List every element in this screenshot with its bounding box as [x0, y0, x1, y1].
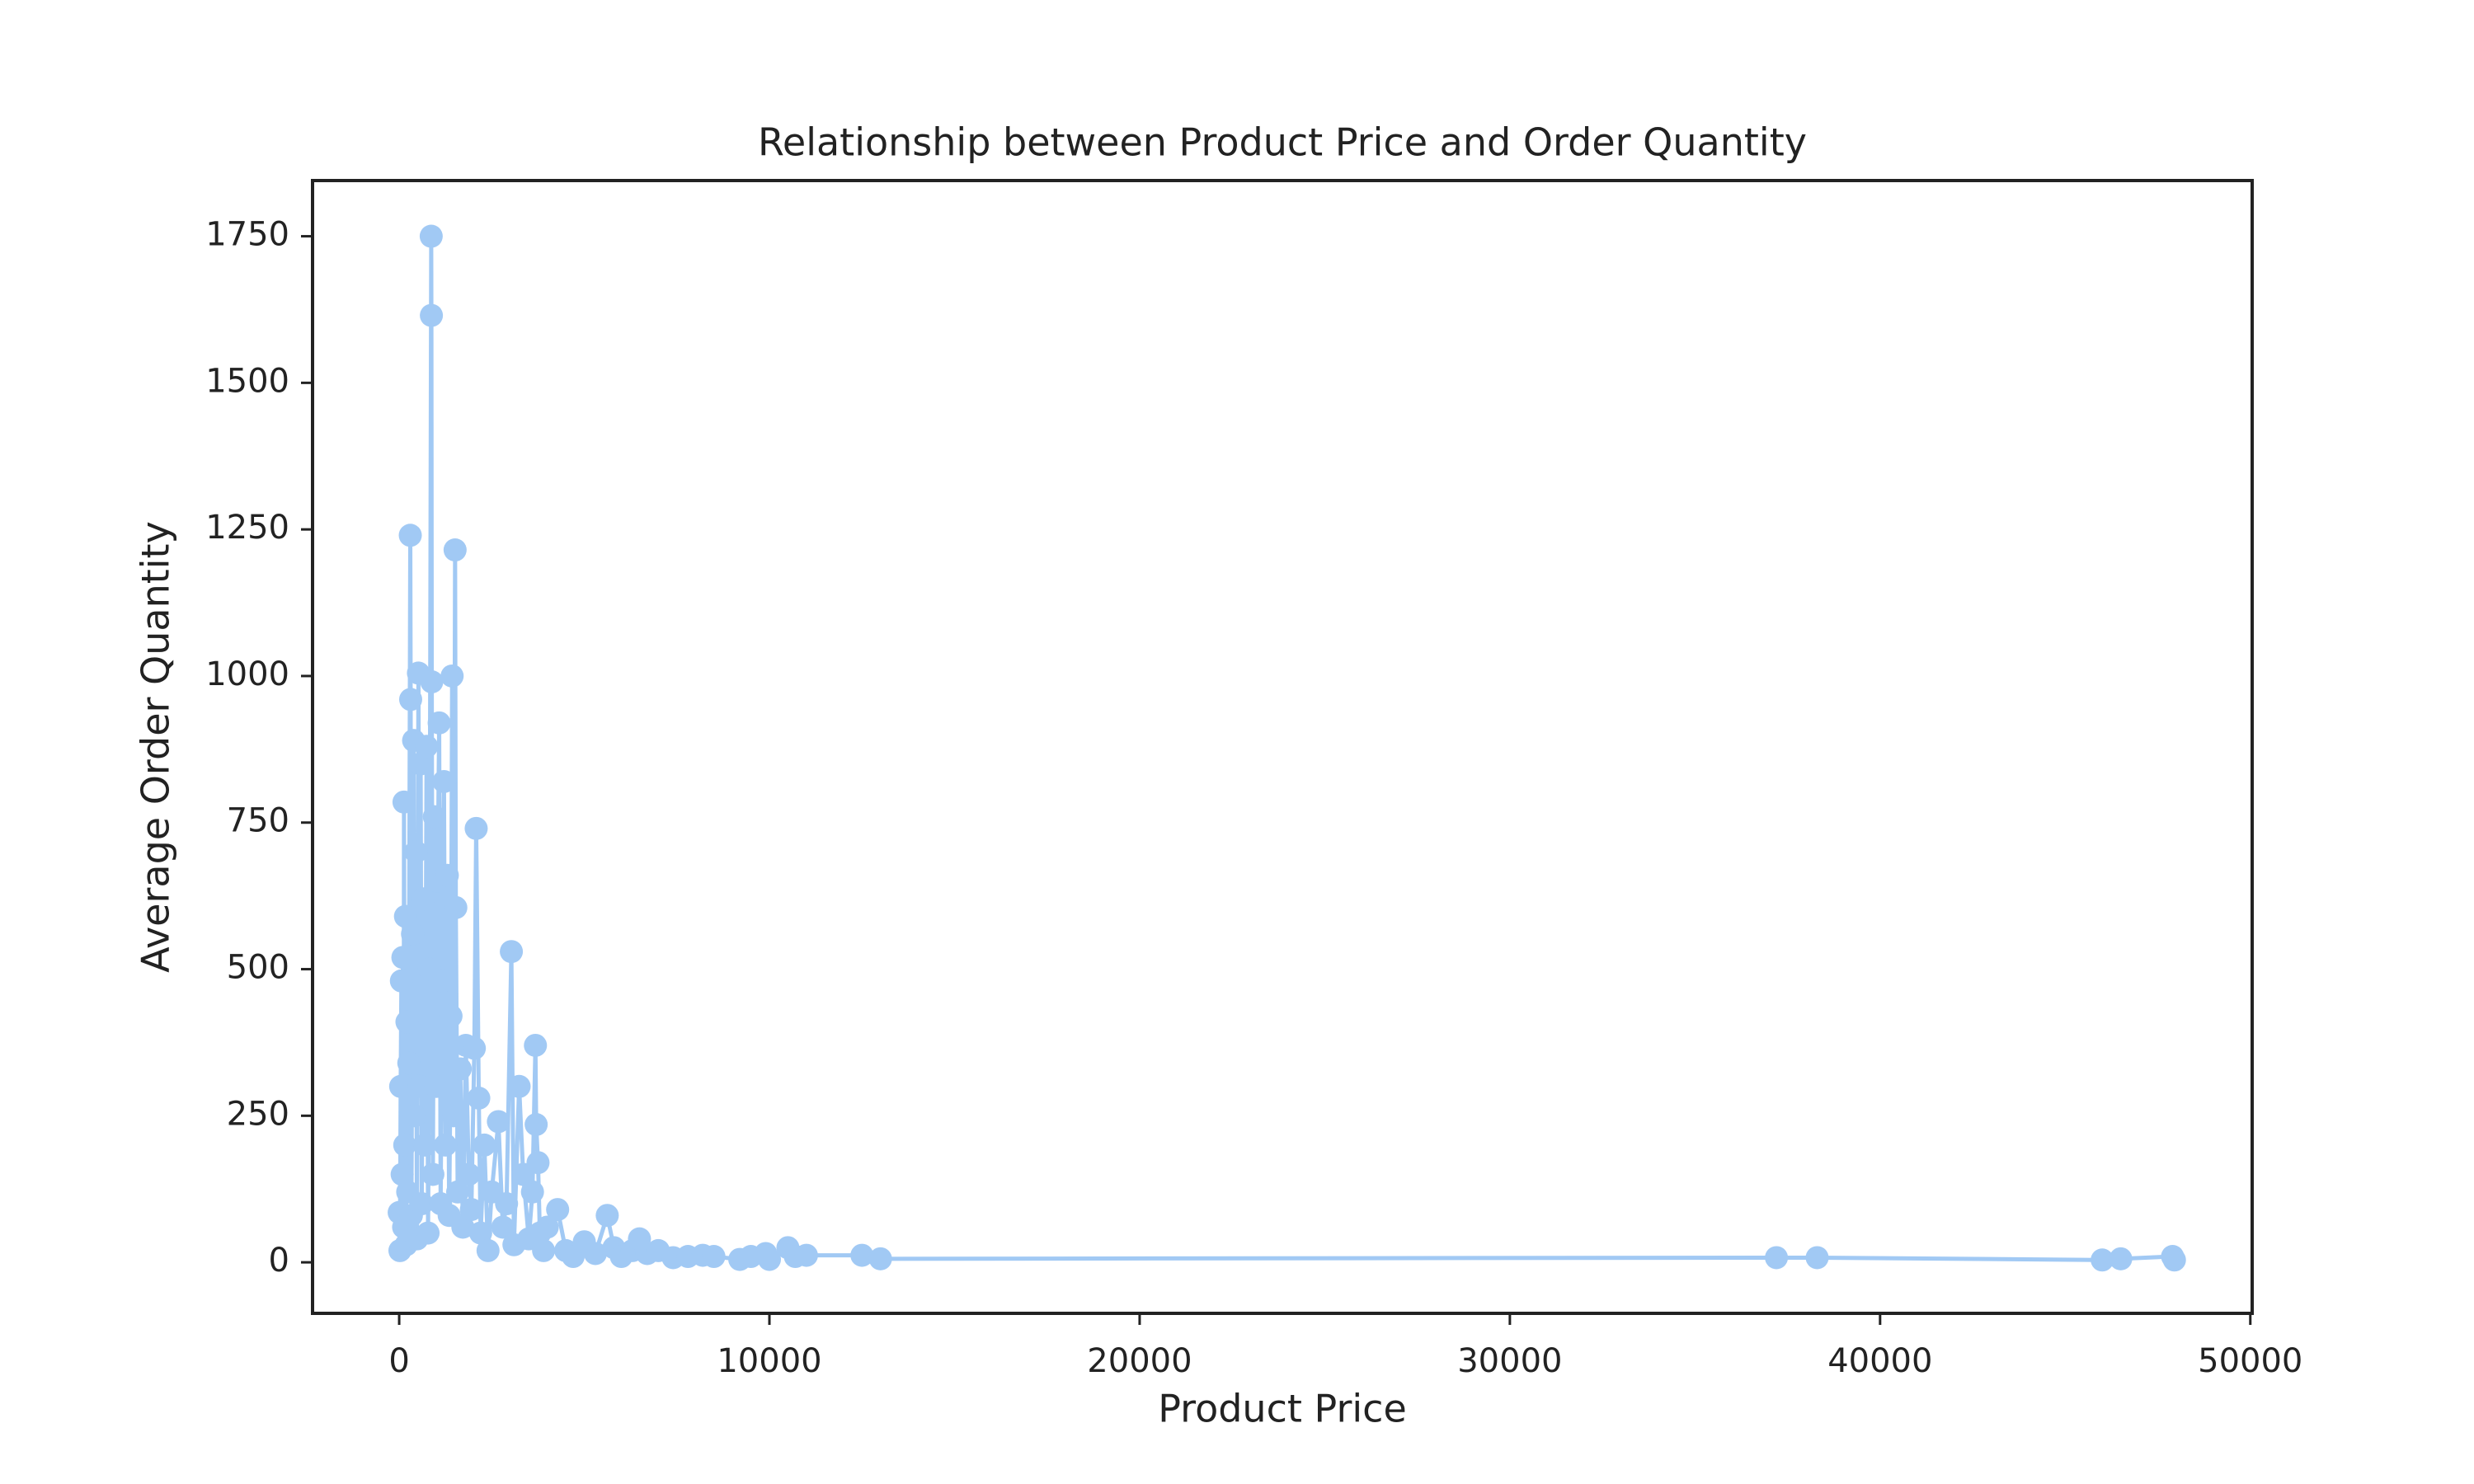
x-tick-label: 10000 — [717, 1342, 821, 1380]
data-point — [397, 1051, 421, 1075]
data-point — [595, 1204, 619, 1228]
data-point — [440, 664, 464, 688]
data-point — [491, 1215, 515, 1239]
data-point — [412, 887, 435, 911]
x-tick-label: 40000 — [1827, 1342, 1932, 1380]
data-point — [420, 303, 444, 327]
data-point — [402, 1104, 426, 1128]
data-point — [467, 1086, 491, 1110]
data-point — [1765, 1246, 1789, 1270]
data-point — [388, 1074, 412, 1098]
data-point — [442, 1104, 466, 1128]
data-point — [443, 538, 467, 562]
data-point — [2162, 1248, 2186, 1272]
data-point — [464, 816, 488, 840]
data-point — [427, 711, 451, 735]
data-point — [413, 1133, 437, 1157]
data-point — [419, 224, 443, 248]
x-axis-label: Product Price — [1158, 1387, 1407, 1431]
data-point — [420, 670, 444, 694]
data-point — [390, 1162, 414, 1186]
data-point — [444, 895, 468, 919]
data-point — [850, 1243, 874, 1267]
data-point — [2109, 1247, 2133, 1270]
data-point — [524, 1113, 548, 1136]
y-tick-label: 1250 — [205, 509, 289, 547]
data-point — [2091, 1248, 2114, 1272]
data-point — [430, 969, 454, 993]
data-point — [410, 1192, 434, 1216]
data-point — [495, 1192, 519, 1216]
chart-title: Relationship between Product Price and O… — [758, 120, 1807, 165]
data-point — [409, 752, 433, 776]
data-point — [416, 1221, 440, 1245]
y-axis-label: Average Order Quantity — [134, 521, 178, 973]
data-point — [401, 922, 425, 946]
data-point — [457, 1162, 481, 1186]
data-point — [583, 1242, 607, 1266]
y-tick-label: 1500 — [205, 362, 289, 400]
data-point — [794, 1243, 818, 1267]
x-tick-label: 0 — [388, 1342, 409, 1380]
data-point — [445, 1180, 469, 1204]
data-point — [520, 1180, 544, 1204]
x-tick-label: 50000 — [2198, 1342, 2302, 1380]
y-tick-label: 500 — [227, 949, 289, 987]
data-point — [507, 1074, 531, 1098]
plot-frame — [311, 179, 2254, 1315]
data-point — [391, 946, 415, 970]
data-point — [473, 1133, 496, 1157]
data-point — [451, 1215, 475, 1239]
x-tick-label: 30000 — [1457, 1342, 1562, 1380]
y-tick-label: 1750 — [205, 216, 289, 254]
data-point — [434, 1133, 458, 1157]
data-point — [407, 1074, 431, 1098]
data-point — [459, 1198, 483, 1222]
data-point — [393, 904, 417, 928]
data-point — [757, 1247, 781, 1271]
data-point — [702, 1245, 726, 1269]
x-tick-label: 20000 — [1087, 1342, 1192, 1380]
data-point — [389, 969, 413, 993]
data-point — [546, 1198, 570, 1222]
data-point — [398, 688, 422, 711]
data-point — [439, 1004, 463, 1028]
data-point — [404, 840, 428, 864]
data-point — [476, 1238, 500, 1262]
data-point — [526, 1151, 550, 1175]
data-point — [449, 1057, 473, 1081]
y-tick-label: 1000 — [205, 655, 289, 693]
data-point — [422, 805, 446, 829]
data-point — [392, 790, 416, 814]
y-tick-label: 250 — [227, 1095, 289, 1133]
data-point — [435, 863, 459, 887]
data-point — [868, 1247, 892, 1270]
y-tick-label: 750 — [227, 802, 289, 840]
data-point — [532, 1238, 556, 1262]
data-point — [395, 1010, 419, 1034]
data-point — [424, 1074, 448, 1098]
data-point — [432, 769, 456, 793]
data-point — [535, 1215, 559, 1239]
data-point — [524, 1033, 548, 1057]
y-tick-label: 0 — [269, 1242, 289, 1280]
data-point — [468, 1221, 492, 1245]
data-point — [421, 1162, 444, 1186]
data-point — [487, 1110, 510, 1134]
data-point — [1805, 1246, 1829, 1270]
data-point — [500, 940, 524, 964]
data-point — [398, 524, 422, 547]
data-point — [393, 1133, 416, 1157]
data-point — [415, 735, 439, 758]
data-point — [463, 1036, 487, 1060]
